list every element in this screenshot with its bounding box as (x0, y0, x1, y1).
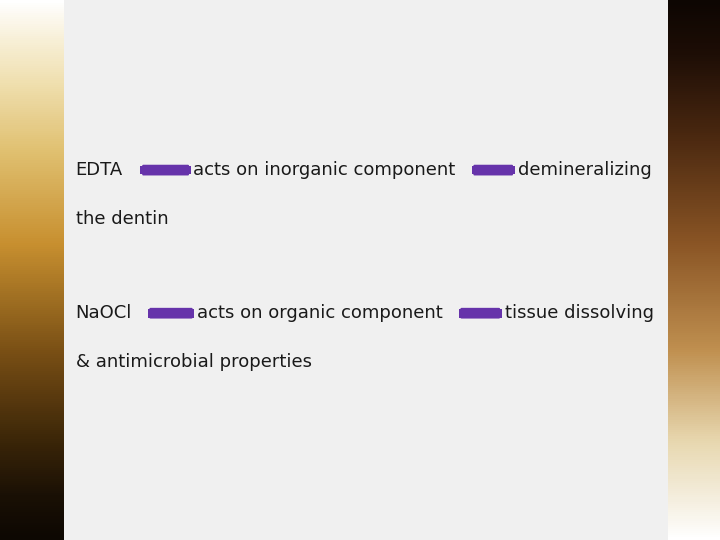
Text: •: • (54, 303, 66, 323)
Text: EDTA: EDTA (76, 161, 123, 179)
Text: & antimicrobial properties: & antimicrobial properties (76, 353, 312, 371)
Text: •: • (54, 160, 66, 180)
Text: acts on inorganic component: acts on inorganic component (193, 161, 455, 179)
Text: the dentin: the dentin (76, 210, 168, 228)
Text: demineralizing: demineralizing (518, 161, 652, 179)
Text: acts on organic component: acts on organic component (197, 304, 443, 322)
Text: NaOCl: NaOCl (76, 304, 132, 322)
Text: tissue dissolving: tissue dissolving (505, 304, 654, 322)
